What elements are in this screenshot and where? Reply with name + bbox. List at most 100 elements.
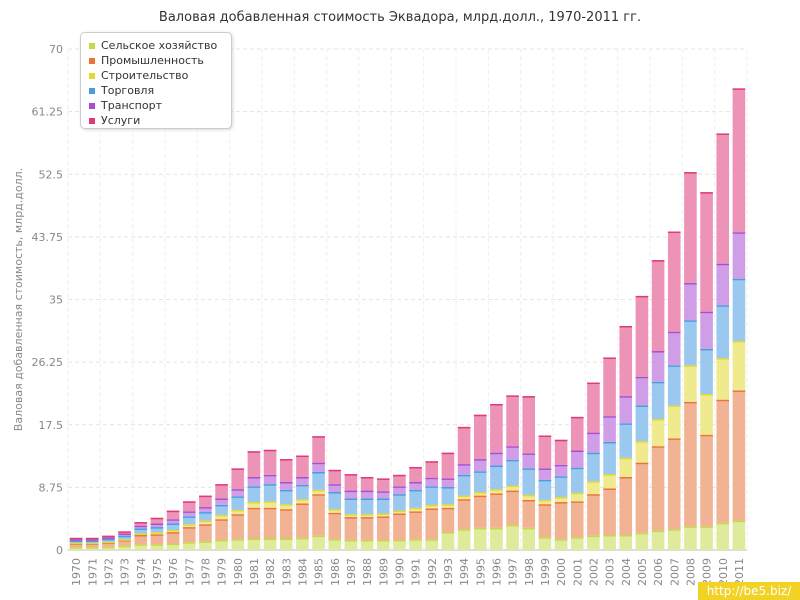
- x-tick-label: 1987: [345, 558, 358, 586]
- x-tick-label: 1993: [442, 558, 455, 586]
- bar-segment: [279, 482, 293, 490]
- legend-item[interactable]: Промышленность: [89, 54, 204, 67]
- bar-segment: [619, 396, 633, 424]
- bar-segment: [409, 539, 422, 550]
- bar-segment: [328, 484, 342, 493]
- x-tick-label: 1997: [507, 558, 520, 586]
- bar-segment: [667, 331, 681, 366]
- bar-segment: [215, 539, 228, 550]
- bar-segment: [312, 471, 325, 490]
- bar-segment: [554, 539, 568, 550]
- bar-segment: [651, 419, 665, 447]
- x-tick-label: 1983: [280, 558, 293, 586]
- y-tick-label: 35: [49, 294, 63, 307]
- legend-item[interactable]: Транспорт: [89, 99, 162, 112]
- bar-segment: [182, 516, 196, 525]
- bar-segment: [296, 537, 309, 550]
- x-tick-label: 1985: [313, 558, 326, 586]
- y-tick-label: 8.75: [39, 481, 64, 494]
- bar-segment: [199, 512, 212, 521]
- legend-swatch: [89, 72, 95, 79]
- bar-segment: [409, 489, 422, 508]
- bar-segment: [700, 311, 713, 349]
- x-tick-label: 1998: [523, 558, 536, 586]
- x-tick-label: 1970: [70, 558, 83, 586]
- bar-segment: [506, 485, 519, 491]
- bar-segment: [344, 490, 358, 499]
- bar-segment: [312, 494, 325, 536]
- bar-segment: [522, 499, 536, 528]
- bar-segment: [150, 523, 164, 528]
- bar-segment: [522, 453, 536, 469]
- y-tick-label: 70: [49, 43, 63, 56]
- bar-segment: [360, 498, 374, 515]
- x-tick-label: 1976: [167, 558, 180, 586]
- bar-segment: [619, 457, 633, 477]
- bar-segment: [425, 504, 439, 509]
- x-tick-label: 2002: [587, 558, 600, 586]
- bar-segment: [150, 527, 164, 533]
- bar-segment: [393, 513, 406, 540]
- bar-segment: [199, 495, 212, 508]
- bar-segment: [522, 527, 536, 550]
- bar-segment: [587, 481, 600, 495]
- bar-segment: [150, 517, 164, 524]
- bar-segment: [376, 491, 390, 499]
- bar-segment: [425, 477, 439, 487]
- bar-segment: [441, 478, 455, 488]
- bar-segment: [441, 507, 455, 533]
- bar-segment: [506, 446, 519, 460]
- bar-segment: [570, 450, 584, 468]
- legend-swatch: [89, 87, 95, 94]
- bar-segment: [263, 538, 277, 550]
- bar-segment: [393, 494, 406, 511]
- bar-segment: [134, 528, 148, 534]
- watermark: http://be5.biz/: [698, 582, 800, 600]
- bar-segment: [457, 426, 471, 465]
- bar-segment: [360, 476, 374, 491]
- bar-segment: [85, 543, 99, 548]
- bar-segment: [635, 532, 649, 550]
- bar-segment: [603, 441, 616, 475]
- bar-segment: [263, 449, 277, 475]
- bar-segment: [506, 459, 519, 486]
- bar-segment: [231, 489, 245, 497]
- bar-segment: [360, 539, 374, 550]
- bar-segment: [732, 232, 746, 279]
- bar-segment: [441, 487, 455, 505]
- legend-item[interactable]: Сельское хозяйство: [89, 39, 217, 52]
- bar-segment: [134, 544, 148, 550]
- bar-segment: [716, 133, 730, 264]
- bar-segment: [247, 502, 261, 508]
- bar-segment: [102, 546, 115, 550]
- bar-segment: [425, 539, 439, 550]
- bar-segment: [247, 486, 261, 503]
- bar-segment: [667, 231, 681, 332]
- bar-segment: [263, 507, 277, 539]
- bar-segment: [296, 476, 309, 485]
- bar-segment: [376, 498, 390, 514]
- bar-segment: [231, 468, 245, 490]
- x-tick-label: 2001: [571, 558, 584, 586]
- bar-segment: [425, 508, 439, 540]
- bar-segment: [199, 524, 212, 542]
- bar-segment: [684, 401, 697, 527]
- bar-segment: [473, 492, 487, 496]
- bar-segment: [376, 516, 390, 540]
- bar-segment: [199, 541, 212, 550]
- bar-segment: [344, 474, 358, 491]
- bar-segment: [312, 535, 325, 550]
- bar-segment: [635, 462, 649, 533]
- x-tick-label: 2006: [652, 558, 665, 586]
- bar-segment: [667, 405, 681, 439]
- bar-segment: [570, 501, 584, 538]
- legend-item[interactable]: Торговля: [89, 84, 154, 97]
- bar-segment: [587, 382, 600, 433]
- legend-swatch: [89, 117, 95, 124]
- bar-segment: [603, 416, 616, 442]
- bar-segment: [231, 539, 245, 550]
- bar-segment: [684, 172, 697, 284]
- legend-item[interactable]: Услуги: [89, 114, 140, 127]
- legend-item[interactable]: Строительство: [89, 69, 188, 82]
